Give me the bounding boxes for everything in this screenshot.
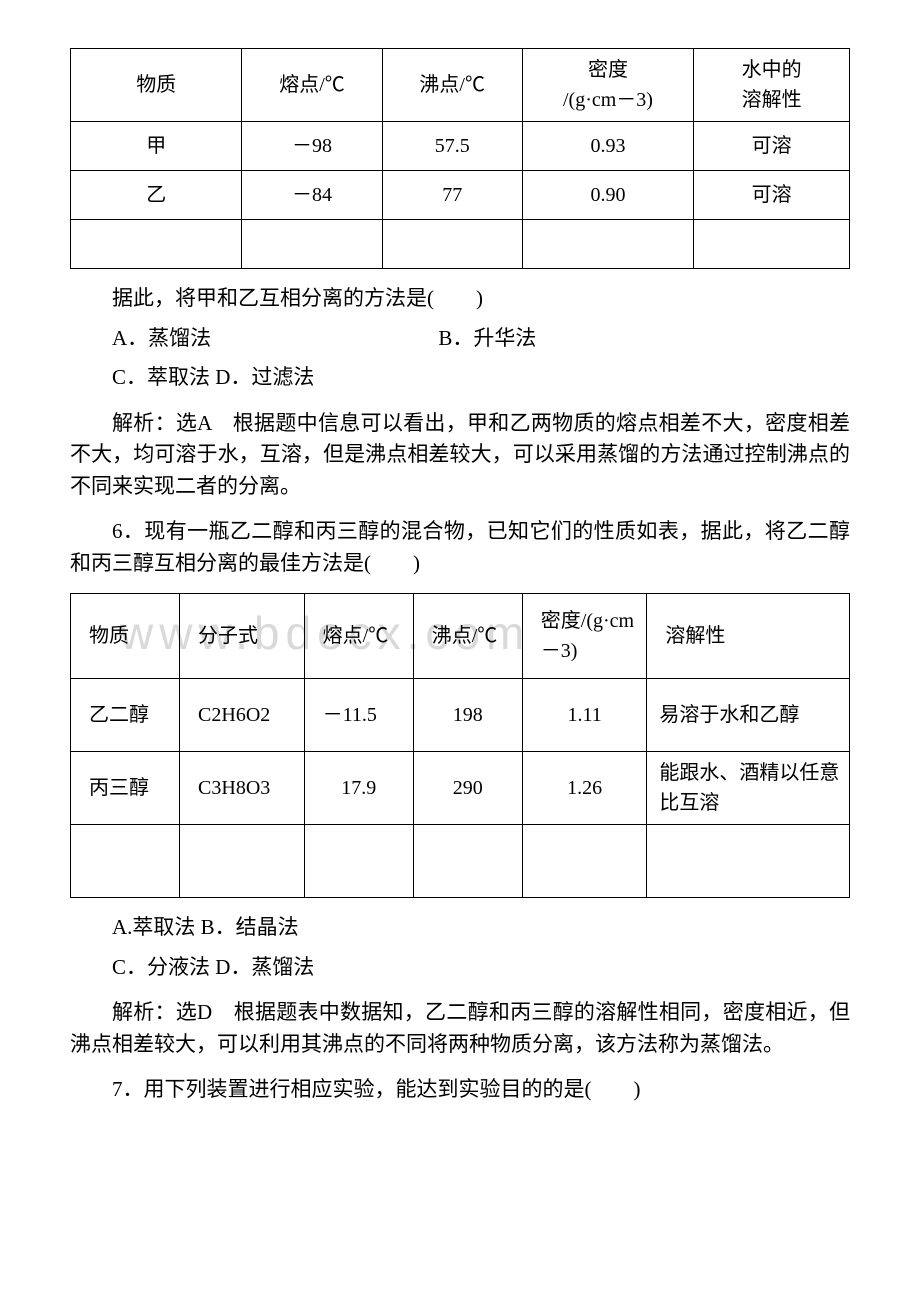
table-cell: 丙三醇: [71, 752, 180, 825]
table-cell: 57.5: [382, 122, 522, 171]
table-cell: 可溶: [694, 122, 850, 171]
table-cell: 77: [382, 171, 522, 220]
table-cell: 可溶: [694, 171, 850, 220]
q6-options-cd: C．分液法 D．蒸馏法: [70, 952, 850, 984]
table-header-cell: 熔点/℃: [242, 49, 382, 122]
table-row: 物质 熔点/℃ 沸点/℃ 密度 /(g·cm－3) 水中的 溶解性: [71, 49, 850, 122]
q6-data-table: 物质 分子式 熔点/℃ 沸点/℃ 密度/(g·cm－3) 溶解性 乙二醇 C2H…: [70, 593, 850, 898]
table-cell: [522, 220, 693, 269]
q5-options-ab: A．蒸馏法 B．升华法: [70, 323, 850, 355]
table-cell: 能跟水、酒精以任意比互溶: [647, 752, 850, 825]
table-cell: 1.26: [522, 752, 647, 825]
table-row: 乙二醇 C2H6O2 －11.5 198 1.11 易溶于水和乙醇: [71, 679, 850, 752]
table-header-cell: 溶解性: [647, 594, 850, 679]
table-row: 乙 －84 77 0.90 可溶: [71, 171, 850, 220]
table-cell: [304, 825, 413, 898]
table-cell: －98: [242, 122, 382, 171]
table-cell: 乙: [71, 171, 242, 220]
q5-data-table: 物质 熔点/℃ 沸点/℃ 密度 /(g·cm－3) 水中的 溶解性 甲 －98 …: [70, 48, 850, 269]
table-row: 丙三醇 C3H8O3 17.9 290 1.26 能跟水、酒精以任意比互溶: [71, 752, 850, 825]
table-header-cell: 沸点/℃: [413, 594, 522, 679]
table-cell: 甲: [71, 122, 242, 171]
cell-text: 水中的 溶解性: [742, 59, 802, 111]
table-header-cell: 沸点/℃: [382, 49, 522, 122]
q7-stem: 7．用下列装置进行相应实验，能达到实验目的的是( ): [70, 1074, 850, 1106]
table-header-cell: 分子式: [180, 594, 305, 679]
option-a: A．蒸馏法: [112, 326, 211, 350]
table-cell: [71, 220, 242, 269]
q6-stem: 6．现有一瓶乙二醇和丙三醇的混合物，已知它们的性质如表，据此，将乙二醇和丙三醇互…: [70, 516, 850, 579]
table-cell: －11.5: [304, 679, 413, 752]
table-cell: C2H6O2: [180, 679, 305, 752]
document-page: 物质 熔点/℃ 沸点/℃ 密度 /(g·cm－3) 水中的 溶解性 甲 －98 …: [0, 0, 920, 1180]
table-cell: [382, 220, 522, 269]
table-cell: 17.9: [304, 752, 413, 825]
table-cell: [413, 825, 522, 898]
table-header-cell: 密度/(g·cm－3): [522, 594, 647, 679]
table-header-cell: 物质: [71, 49, 242, 122]
q6-explanation: 解析：选D 根据题表中数据知，乙二醇和丙三醇的溶解性相同，密度相近，但沸点相差较…: [70, 997, 850, 1060]
table-header-cell: 熔点/℃: [304, 594, 413, 679]
q5-prompt: 据此，将甲和乙互相分离的方法是( ): [70, 283, 850, 315]
table-row: 甲 －98 57.5 0.93 可溶: [71, 122, 850, 171]
table-cell: 1.11: [522, 679, 647, 752]
table-header-cell: 水中的 溶解性: [694, 49, 850, 122]
table-row-empty: [71, 220, 850, 269]
table-row: 物质 分子式 熔点/℃ 沸点/℃ 密度/(g·cm－3) 溶解性: [71, 594, 850, 679]
table-header-cell: 物质: [71, 594, 180, 679]
table-header-cell: 密度 /(g·cm－3): [522, 49, 693, 122]
table-cell: [242, 220, 382, 269]
table-cell: 0.90: [522, 171, 693, 220]
table-cell: 290: [413, 752, 522, 825]
table-cell: 0.93: [522, 122, 693, 171]
cell-text: 密度 /(g·cm－3): [563, 59, 653, 111]
table-cell: [694, 220, 850, 269]
q5-options-cd: C．萃取法 D．过滤法: [70, 362, 850, 394]
table-cell: C3H8O3: [180, 752, 305, 825]
watermark-container: www.bdecx.com 物质 分子式 熔点/℃ 沸点/℃ 密度/(g·cm－…: [70, 593, 850, 898]
option-b: B．升华法: [396, 323, 536, 355]
table-cell: [522, 825, 647, 898]
q6-options-ab: A.萃取法 B．结晶法: [70, 912, 850, 944]
table-cell: 乙二醇: [71, 679, 180, 752]
q5-explanation: 解析：选A 根据题中信息可以看出，甲和乙两物质的熔点相差不大，密度相差不大，均可…: [70, 408, 850, 503]
table-cell: 198: [413, 679, 522, 752]
table-row-empty: [71, 825, 850, 898]
table-cell: 易溶于水和乙醇: [647, 679, 850, 752]
table-cell: [647, 825, 850, 898]
table-cell: [180, 825, 305, 898]
table-cell: －84: [242, 171, 382, 220]
table-cell: [71, 825, 180, 898]
